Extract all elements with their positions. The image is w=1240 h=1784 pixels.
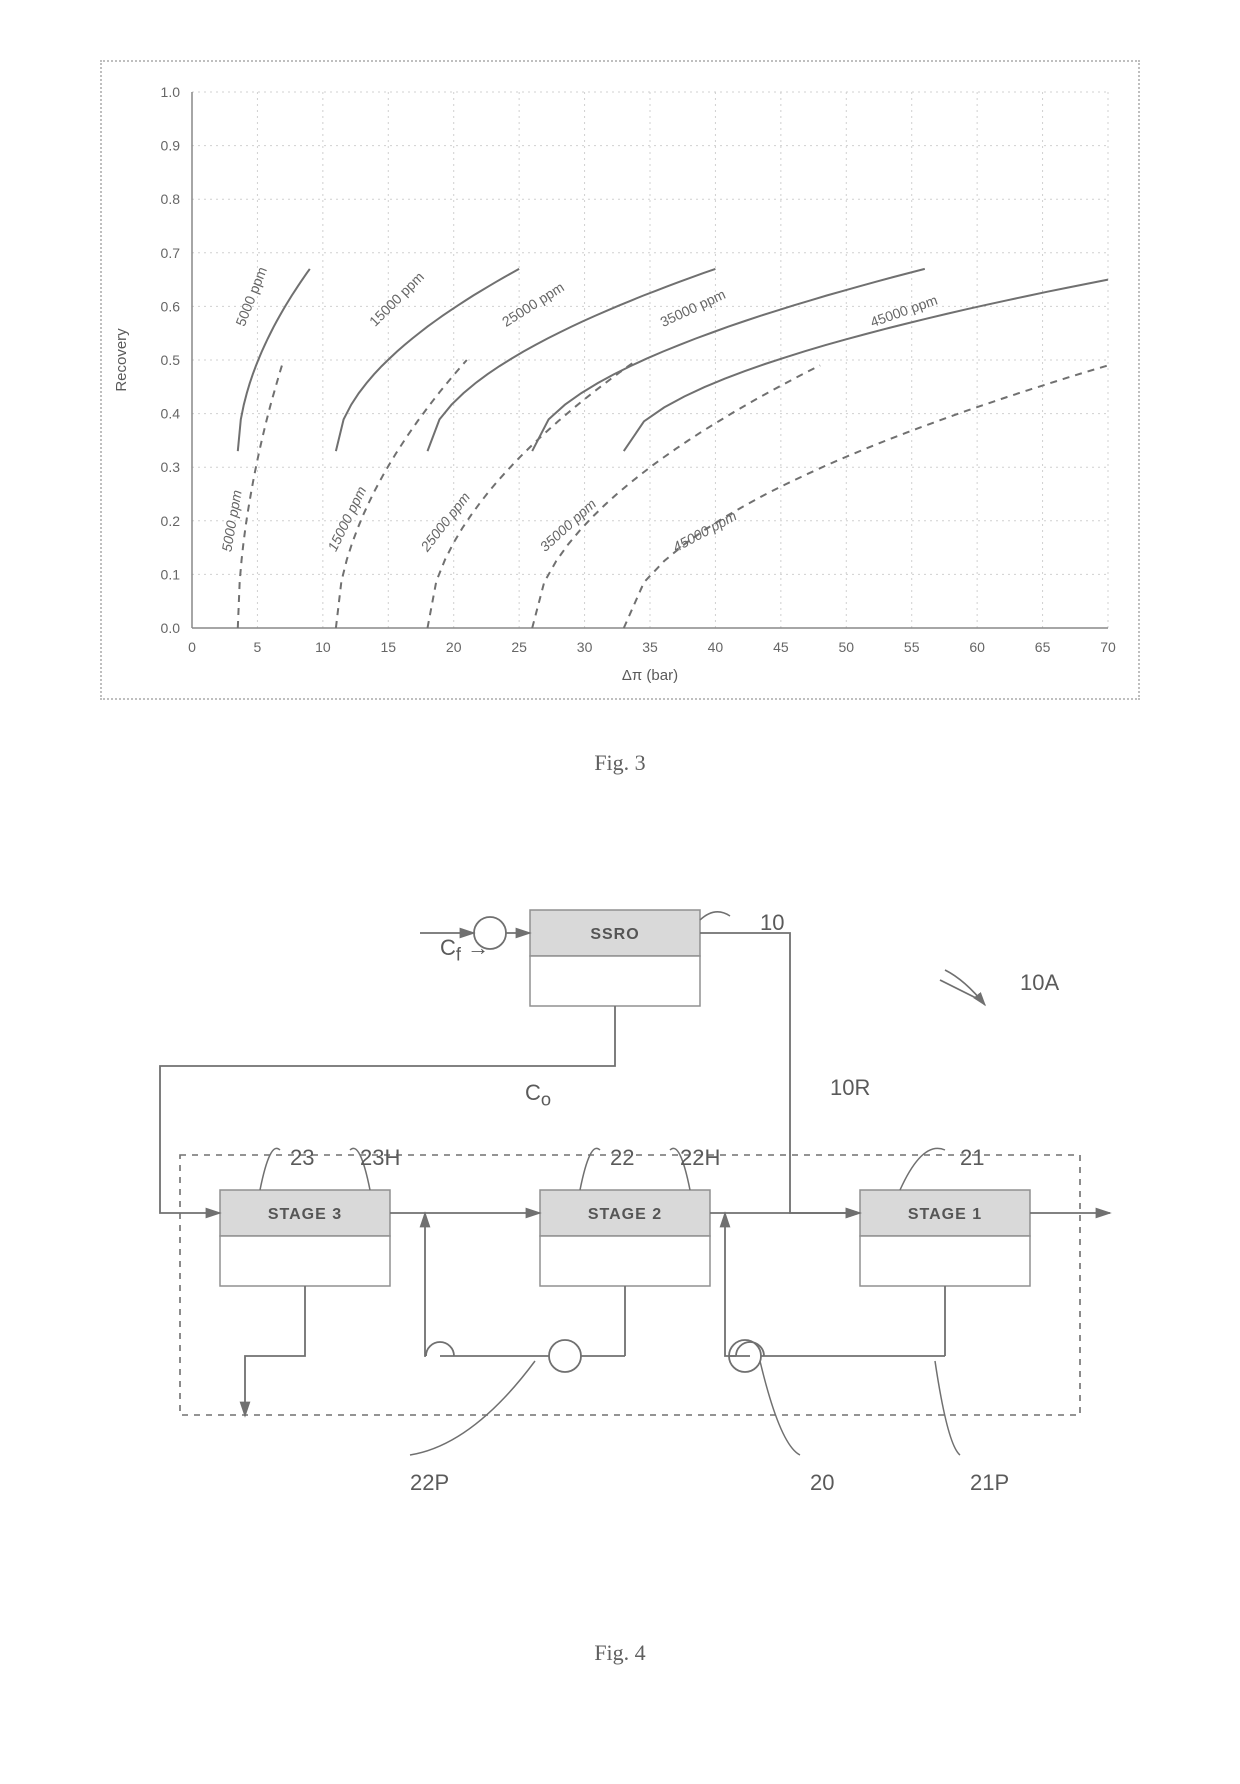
chart-frame: 0 5 10 15 20 25 30 35 40 45 50 55 60 65 70 0.0 0.1 0.2 0.3… <box>100 60 1140 700</box>
stage-label: STAGE 3 <box>268 1206 342 1223</box>
stage-label: STAGE 2 <box>588 1206 662 1223</box>
svg-text:60: 60 <box>969 639 985 655</box>
series-label: 25000 ppm <box>499 279 567 330</box>
annotation: 20 <box>810 1470 834 1496</box>
svg-text:65: 65 <box>1035 639 1051 655</box>
series-label: 15000 ppm <box>324 483 369 553</box>
svg-text:5: 5 <box>254 639 262 655</box>
annotation: 21P <box>970 1470 1009 1496</box>
svg-text:25: 25 <box>511 639 527 655</box>
series-label: 45000 ppm <box>670 507 740 555</box>
svg-text:0.7: 0.7 <box>161 245 181 261</box>
annotation: 10 <box>760 910 784 936</box>
svg-text:0.3: 0.3 <box>161 459 181 475</box>
svg-text:0.8: 0.8 <box>161 191 181 207</box>
svg-text:0.5: 0.5 <box>161 352 181 368</box>
flow-diagram: SSRO STAGE 1 STAGE 2 STAGE 3 <box>110 880 1130 1520</box>
svg-text:30: 30 <box>577 639 593 655</box>
stage-label: SSRO <box>590 926 639 943</box>
annotation: 23H <box>360 1145 400 1171</box>
svg-text:70: 70 <box>1100 639 1116 655</box>
annotation: 22P <box>410 1470 449 1496</box>
svg-text:0.1: 0.1 <box>161 566 181 582</box>
svg-text:Δπ (bar): Δπ (bar) <box>622 667 678 684</box>
svg-text:0.6: 0.6 <box>161 298 181 314</box>
svg-text:1.0: 1.0 <box>161 84 181 100</box>
svg-text:35: 35 <box>642 639 658 655</box>
svg-text:0: 0 <box>188 639 196 655</box>
page: 0 5 10 15 20 25 30 35 40 45 50 55 60 65 70 0.0 0.1 0.2 0.3… <box>0 0 1240 1784</box>
svg-text:15: 15 <box>380 639 396 655</box>
stage-label: STAGE 1 <box>908 1206 982 1223</box>
series-label: 25000 ppm <box>417 489 474 555</box>
series-label: 35000 ppm <box>658 286 728 330</box>
series-dashed <box>624 365 1108 628</box>
fig4-diagram: SSRO STAGE 1 STAGE 2 STAGE 3 Cf → Co 10 10R 10A… <box>110 880 1130 1600</box>
annotation: 10R <box>830 1075 870 1101</box>
svg-text:0.2: 0.2 <box>161 513 181 529</box>
svg-text:0.9: 0.9 <box>161 138 181 154</box>
annotation: 22H <box>680 1145 720 1171</box>
svg-text:20: 20 <box>446 639 462 655</box>
svg-text:50: 50 <box>838 639 854 655</box>
pump-icon <box>549 1340 581 1372</box>
svg-text:10: 10 <box>315 639 331 655</box>
fig3-caption: Fig. 3 <box>0 750 1240 776</box>
annotation: Cf → <box>440 935 489 965</box>
svg-text:0.0: 0.0 <box>161 620 181 636</box>
svg-text:0.4: 0.4 <box>161 406 181 422</box>
annotation: 10A <box>1020 970 1059 996</box>
annotation: 22 <box>610 1145 634 1171</box>
series-label: 5000 ppm <box>232 264 270 328</box>
series-dashed <box>532 365 820 628</box>
svg-text:Recovery: Recovery <box>113 328 130 392</box>
svg-text:55: 55 <box>904 639 920 655</box>
annotation: 21 <box>960 1145 984 1171</box>
svg-text:40: 40 <box>708 639 724 655</box>
svg-text:45: 45 <box>773 639 789 655</box>
recovery-chart: 0 5 10 15 20 25 30 35 40 45 50 55 60 65 70 0.0 0.1 0.2 0.3… <box>102 62 1138 698</box>
fig4-caption: Fig. 4 <box>0 1640 1240 1666</box>
annotation: 23 <box>290 1145 314 1171</box>
series-label: 15000 ppm <box>366 269 427 330</box>
annotation: Co <box>525 1080 551 1110</box>
